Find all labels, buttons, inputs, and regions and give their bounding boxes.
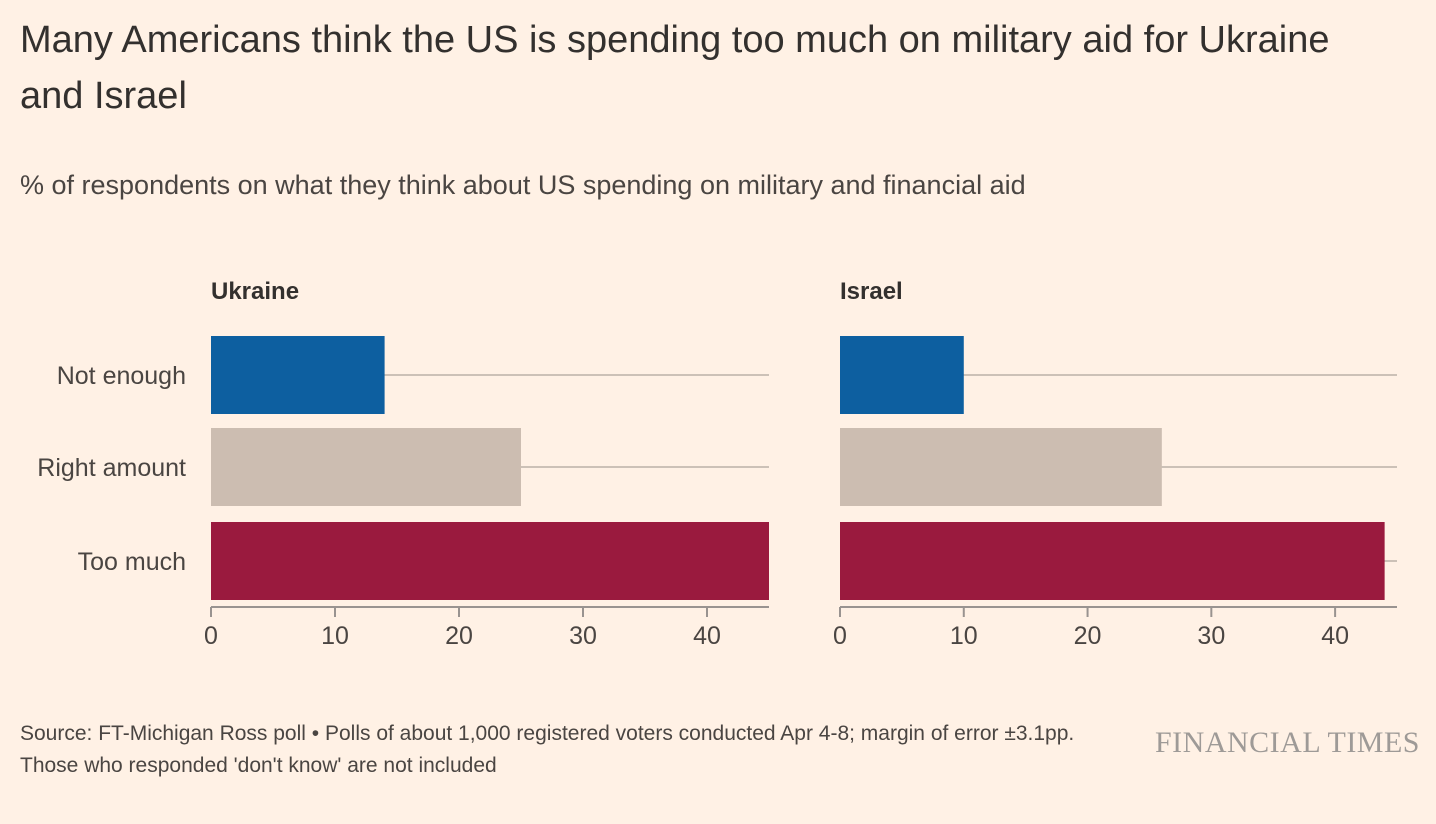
category-label-not-enough: Not enough <box>57 362 186 390</box>
x-tick-label-israel-40: 40 <box>1321 622 1349 650</box>
bar-israel-too-much <box>840 522 1385 600</box>
chart-title: Many Americans think the US is spending … <box>20 19 1330 117</box>
x-tick-label-ukraine-40: 40 <box>693 622 721 650</box>
bar-israel-not-enough <box>840 336 964 414</box>
panel-title-israel: Israel <box>840 278 903 305</box>
x-tick-label-israel-0: 0 <box>833 622 847 650</box>
bar-ukraine-not-enough <box>211 336 385 414</box>
source-note: Source: FT-Michigan Ross poll • Polls of… <box>20 722 1075 777</box>
bar-ukraine-right-amount <box>211 428 521 506</box>
x-tick-label-ukraine-30: 30 <box>569 622 597 650</box>
bar-israel-right-amount <box>840 428 1162 506</box>
category-label-right-amount: Right amount <box>37 454 186 482</box>
x-tick-label-israel-10: 10 <box>950 622 978 650</box>
x-tick-label-ukraine-20: 20 <box>445 622 473 650</box>
chart-subtitle: % of respondents on what they think abou… <box>20 170 1026 200</box>
brand-logo: FINANCIAL TIMES <box>1154 726 1420 759</box>
x-tick-label-israel-20: 20 <box>1074 622 1102 650</box>
category-label-too-much: Too much <box>78 548 186 576</box>
x-tick-label-ukraine-10: 10 <box>321 622 349 650</box>
x-tick-label-israel-30: 30 <box>1197 622 1225 650</box>
bar-ukraine-too-much <box>211 522 769 600</box>
x-tick-label-ukraine-0: 0 <box>204 622 218 650</box>
panel-title-ukraine: Ukraine <box>211 278 299 305</box>
